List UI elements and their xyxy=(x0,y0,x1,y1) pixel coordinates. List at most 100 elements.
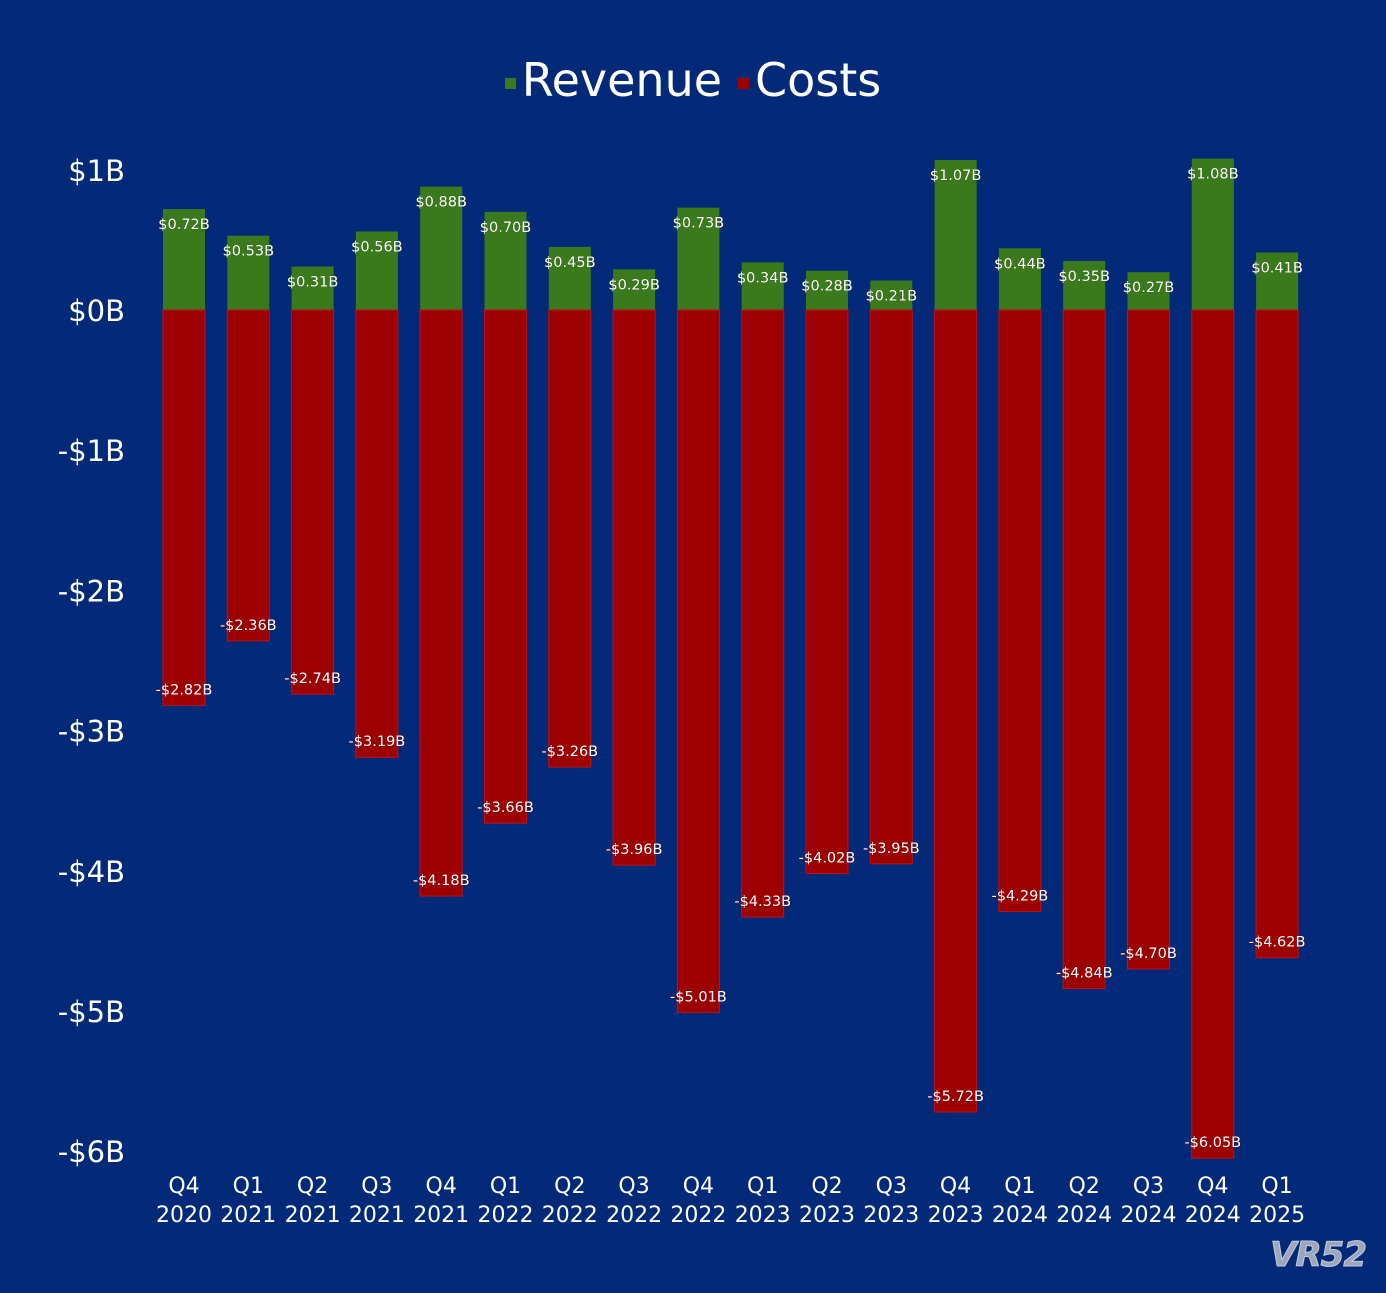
costs-bar xyxy=(1255,309,1299,959)
revenue-data-label: $0.27B xyxy=(1123,280,1174,296)
revenue-data-label: $0.28B xyxy=(801,279,852,295)
x-tick-label-quarter: Q1 xyxy=(1261,1174,1292,1199)
costs-bar xyxy=(484,309,527,824)
costs-bar xyxy=(1127,309,1170,970)
costs-data-label: -$3.95B xyxy=(863,841,920,857)
x-tick-label-quarter: Q1 xyxy=(1004,1174,1035,1199)
legend-item-revenue[interactable]: Revenue xyxy=(504,52,723,108)
x-tick-label-quarter: Q4 xyxy=(1197,1174,1228,1199)
costs-bar xyxy=(1191,309,1235,1159)
revenue-bar xyxy=(163,209,205,310)
x-tick-label-quarter: Q3 xyxy=(618,1174,649,1199)
x-tick-label-quarter: Q4 xyxy=(940,1174,971,1199)
costs-data-label: -$5.01B xyxy=(670,989,727,1005)
x-tick-label-quarter: Q3 xyxy=(1133,1174,1164,1199)
x-tick-label-year: 2021 xyxy=(220,1203,276,1228)
legend-swatch-revenue xyxy=(504,77,516,89)
costs-bar xyxy=(612,309,656,866)
revenue-bar xyxy=(548,246,591,310)
y-tick-label: -$2B xyxy=(58,574,125,608)
x-tick-label-quarter: Q4 xyxy=(168,1174,199,1199)
costs-data-label: -$5.72B xyxy=(927,1089,984,1105)
x-tick-label-quarter: Q2 xyxy=(554,1174,585,1199)
costs-bar xyxy=(419,309,463,897)
x-tick-label-quarter: Q1 xyxy=(490,1174,521,1199)
x-tick-label-year: 2024 xyxy=(1121,1203,1177,1228)
costs-data-label: -$4.29B xyxy=(992,888,1049,904)
x-tick-label-year: 2024 xyxy=(1185,1203,1241,1228)
costs-data-label: -$4.33B xyxy=(734,894,791,910)
revenue-bar xyxy=(870,280,913,310)
legend-label-costs: Costs xyxy=(755,53,882,107)
revenue-data-label: $0.70B xyxy=(480,220,531,236)
x-tick-label-year: 2021 xyxy=(349,1203,405,1228)
revenue-bar xyxy=(1063,260,1106,310)
x-tick-label-year: 2020 xyxy=(156,1203,212,1228)
costs-bar xyxy=(869,309,913,865)
revenue-bar xyxy=(355,231,398,310)
costs-data-label: -$2.82B xyxy=(156,682,213,698)
y-tick-label: -$5B xyxy=(58,995,125,1029)
costs-data-label: -$3.19B xyxy=(349,734,406,750)
revenue-data-label: $0.29B xyxy=(608,277,659,293)
x-tick-label-year: 2021 xyxy=(285,1203,341,1228)
y-tick-label: -$6B xyxy=(58,1135,125,1169)
costs-data-label: -$4.62B xyxy=(1249,935,1306,951)
legend-item-costs[interactable]: Costs xyxy=(738,52,881,108)
costs-data-label: -$3.96B xyxy=(606,842,663,858)
x-tick-label-quarter: Q4 xyxy=(426,1174,457,1199)
x-tick-label-quarter: Q1 xyxy=(233,1174,264,1199)
revenue-bar xyxy=(227,235,270,310)
costs-bar xyxy=(291,309,335,695)
costs-data-label: -$6.05B xyxy=(1184,1135,1241,1151)
costs-bar xyxy=(548,309,592,768)
revenue-data-label: $0.35B xyxy=(1058,269,1109,285)
revenue-bar xyxy=(677,207,720,310)
costs-bar xyxy=(355,309,399,758)
revenue-data-label: $0.44B xyxy=(994,256,1045,272)
costs-bar xyxy=(934,309,978,1113)
revenue-data-label: $0.45B xyxy=(544,255,595,271)
x-tick-label-year: 2021 xyxy=(413,1203,469,1228)
revenue-bar xyxy=(1127,272,1170,310)
costs-data-label: -$4.18B xyxy=(413,873,470,889)
costs-data-label: -$3.26B xyxy=(541,744,598,760)
costs-data-label: -$2.36B xyxy=(220,618,277,634)
revenue-bar xyxy=(934,159,977,310)
chart-legend: Revenue Costs xyxy=(0,52,1386,108)
revenue-bar xyxy=(291,266,334,310)
costs-data-label: -$3.66B xyxy=(477,800,534,816)
y-tick-label: -$4B xyxy=(58,855,125,889)
costs-data-label: -$4.84B xyxy=(1056,966,1113,982)
x-tick-label-year: 2024 xyxy=(992,1203,1048,1228)
revenue-data-label: $0.88B xyxy=(415,195,466,211)
costs-bar xyxy=(226,309,270,642)
costs-data-label: -$4.02B xyxy=(799,851,856,867)
x-tick-label-year: 2022 xyxy=(670,1203,726,1228)
revenue-bar xyxy=(1256,252,1299,310)
revenue-data-label: $0.31B xyxy=(287,275,338,291)
x-tick-label-quarter: Q3 xyxy=(876,1174,907,1199)
costs-bar xyxy=(1062,309,1106,990)
x-tick-label-year: 2022 xyxy=(542,1203,598,1228)
costs-bar xyxy=(741,309,785,918)
y-tick-label: -$3B xyxy=(58,715,125,749)
revenue-bar xyxy=(613,269,656,310)
y-tick-label: $0B xyxy=(68,294,125,328)
legend-label-revenue: Revenue xyxy=(521,53,723,107)
revenue-data-label: $0.53B xyxy=(223,244,274,260)
revenue-bar xyxy=(420,186,463,310)
x-tick-label-year: 2024 xyxy=(1056,1203,1112,1228)
revenue-data-label: $0.56B xyxy=(351,239,402,255)
costs-bar xyxy=(676,309,720,1013)
revenue-data-label: $1.08B xyxy=(1187,167,1238,183)
x-tick-label-year: 2022 xyxy=(478,1203,534,1228)
costs-bar xyxy=(162,309,206,706)
x-tick-label-quarter: Q4 xyxy=(683,1174,714,1199)
x-tick-label-quarter: Q2 xyxy=(811,1174,842,1199)
x-tick-label-year: 2023 xyxy=(928,1203,984,1228)
costs-data-label: -$4.70B xyxy=(1120,946,1177,962)
costs-bar xyxy=(998,309,1042,912)
